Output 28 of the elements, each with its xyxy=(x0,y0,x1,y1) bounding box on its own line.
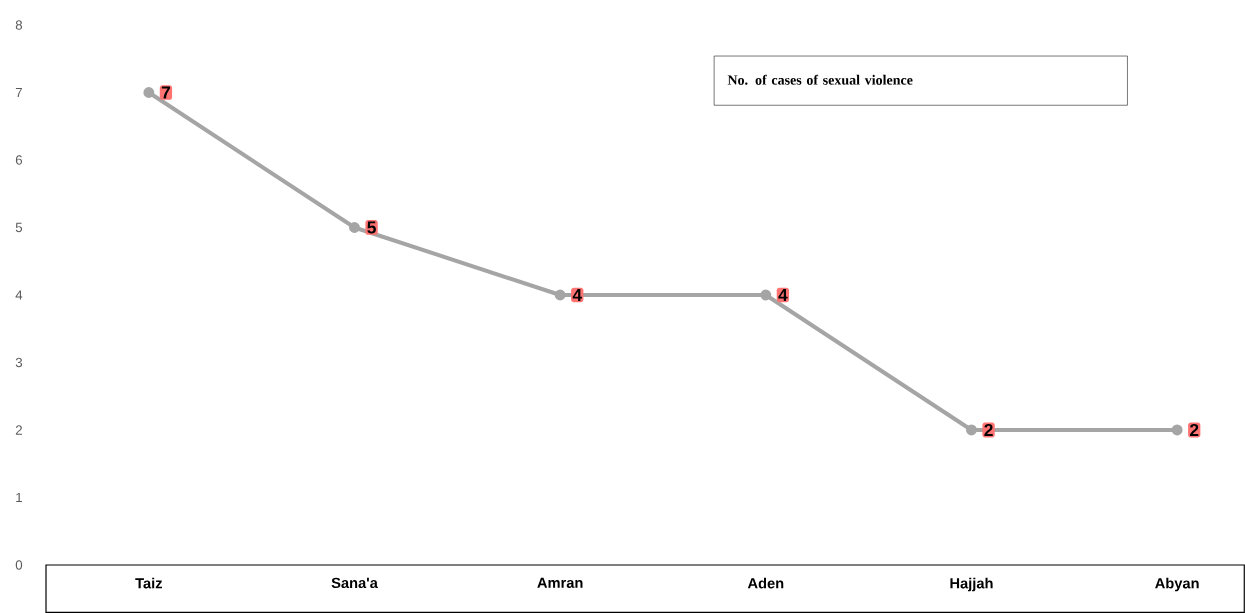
y-tick-label: 8 xyxy=(15,20,23,30)
x-tick-label: Sana'a xyxy=(331,577,378,589)
y-tick-label: 2 xyxy=(15,425,22,435)
point xyxy=(966,424,977,436)
y-tick-label: 0 xyxy=(15,560,23,570)
x-tick-label: Hajjah xyxy=(950,577,993,592)
data-label: 7 xyxy=(161,86,170,99)
text: No. of cases of sexual violence xyxy=(727,74,913,85)
y-tick-label: 4 xyxy=(15,290,23,300)
data-label: 4 xyxy=(778,289,788,301)
point xyxy=(143,87,155,98)
y-tick-label: 5 xyxy=(15,222,23,233)
x-tick-label: Taiz xyxy=(135,577,163,589)
y-tick-label: 1 xyxy=(16,492,22,503)
y-tick-label: 7 xyxy=(15,87,22,98)
y-tick-label: 6 xyxy=(15,155,23,165)
point xyxy=(554,289,566,301)
x-tick-label: Abyan xyxy=(1155,577,1199,592)
x-tick-label: Amran xyxy=(537,577,583,588)
data-label: 2 xyxy=(984,423,993,437)
point xyxy=(1171,424,1183,436)
data-label: 4 xyxy=(572,289,582,301)
x-tick-label: Aden xyxy=(747,577,784,589)
point xyxy=(760,289,772,301)
data-label: 2 xyxy=(1190,423,1199,437)
point xyxy=(349,222,360,233)
data-label: 5 xyxy=(367,221,376,234)
y-tick-label: 3 xyxy=(15,357,23,368)
